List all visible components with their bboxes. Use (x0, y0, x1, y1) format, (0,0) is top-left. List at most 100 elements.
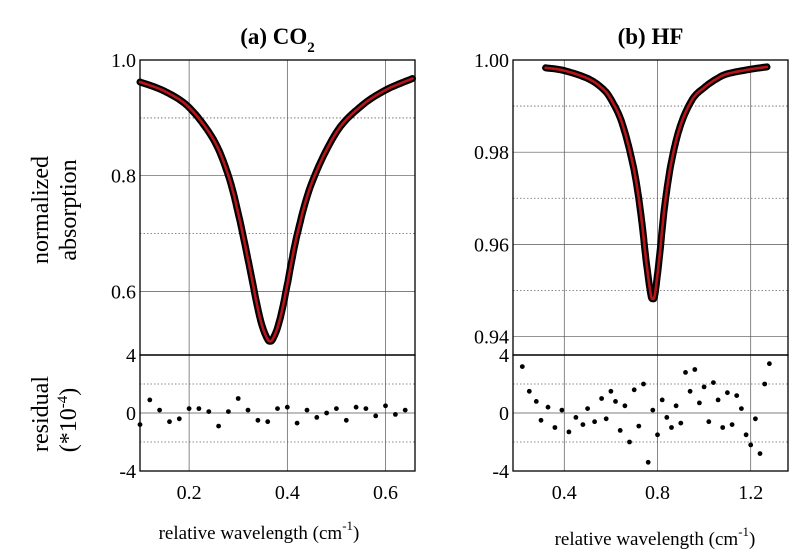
x-tick-label: 0.4 (552, 482, 577, 504)
residual-point (585, 406, 590, 411)
x-axis-label: relative wavelength (cm-1) (159, 518, 360, 544)
x-tick-label: 0.6 (373, 482, 398, 504)
x-axis-label-close: ) (749, 529, 755, 550)
residual-point (753, 416, 758, 422)
residual-point (687, 388, 693, 394)
panel-title: (a) CO2 (240, 24, 315, 56)
residual-point (235, 396, 241, 401)
residual-point (294, 420, 300, 426)
residual-point (255, 417, 261, 423)
residual-point (613, 399, 618, 404)
residual-point (559, 407, 565, 413)
residual-point (720, 425, 726, 430)
y-tick-label: 0.6 (111, 281, 136, 303)
residual-point (304, 407, 310, 413)
y-tick-label: 1.00 (474, 50, 509, 72)
residual-point (196, 406, 202, 411)
residual-point (650, 407, 656, 413)
residual-plot-frame (139, 354, 416, 472)
residual-point (363, 406, 369, 411)
residual-point (284, 404, 290, 410)
residual-point (526, 388, 532, 394)
residual-point (655, 432, 660, 438)
residual-point (533, 399, 539, 404)
residual-point (167, 419, 172, 425)
panel-title-text: (b) HF (618, 24, 684, 49)
fit-line (544, 65, 769, 301)
residual-point (186, 406, 192, 411)
measured-data-line (542, 63, 771, 303)
residual-point (566, 429, 572, 435)
residual-point (275, 406, 280, 411)
residual-point (739, 406, 744, 411)
residual-tick-label: 4 (499, 345, 509, 367)
residual-point (343, 417, 349, 423)
residual-point (206, 409, 212, 414)
residual-point (373, 413, 379, 419)
residual-point (334, 406, 339, 411)
fit-line (138, 77, 414, 343)
residual-point (725, 390, 730, 396)
residual-point (265, 419, 271, 425)
residual-point (627, 439, 632, 445)
residual-point (631, 387, 637, 393)
residual-point (545, 404, 551, 410)
residual-point (692, 367, 698, 372)
residual-axis-label-superscript: -4 (55, 395, 71, 408)
residual-point (701, 384, 707, 390)
residual-point (645, 459, 651, 465)
residual-point (641, 381, 646, 387)
panel-title-text: (a) CO (240, 24, 307, 49)
x-tick-label: 0.4 (275, 482, 300, 504)
residual-tick-label: -4 (492, 461, 509, 483)
x-axis-label-superscript: -1 (738, 524, 749, 539)
y-tick-label: 0.8 (111, 166, 136, 188)
residual-point (592, 419, 597, 425)
residual-point (147, 397, 153, 403)
residual-point (603, 416, 609, 422)
residual-point (706, 419, 712, 425)
y-tick-label: 1.0 (111, 50, 136, 72)
residual-point (683, 370, 688, 375)
residual-point (762, 381, 768, 387)
residual-point (734, 393, 740, 398)
residual-point (393, 412, 398, 417)
residual-point (673, 403, 679, 409)
residual-point (664, 415, 670, 420)
residual-point (552, 425, 558, 430)
residual-point (383, 403, 388, 409)
residual-point (636, 423, 642, 429)
residual-point (216, 423, 222, 429)
residual-point (157, 407, 163, 413)
x-tick-label: 1.2 (738, 482, 763, 504)
residual-axis-label-line: (*10 (56, 408, 82, 452)
residual-point (599, 396, 604, 401)
residual-tick-label: 0 (499, 403, 509, 425)
residual-point (678, 420, 684, 426)
x-axis-label-superscript: -1 (342, 518, 353, 533)
residual-point (622, 403, 628, 409)
residual-tick-label: 4 (126, 345, 136, 367)
panel-title-subscript: 2 (307, 40, 315, 56)
residual-plot-frame (512, 354, 789, 472)
residual-point (767, 361, 772, 367)
residual-point (353, 404, 359, 410)
residual-point (226, 409, 231, 414)
residual-tick-label: 0 (126, 403, 136, 425)
residual-point (580, 422, 586, 427)
residual-point (729, 422, 735, 427)
residual-point (757, 451, 763, 456)
residual-point (669, 425, 674, 430)
residual-point (748, 442, 754, 448)
residual-point (519, 364, 525, 369)
x-tick-label: 0.2 (177, 482, 202, 504)
y-tick-label: 0.94 (474, 327, 509, 349)
x-tick-label: 0.8 (645, 482, 670, 504)
residual-tick-label: -4 (119, 461, 136, 483)
residual-point (402, 407, 408, 413)
x-axis-label-text: relative wavelength (cm (555, 529, 739, 550)
y-axis-label: normalizedabsorption (28, 156, 82, 264)
x-axis-label: relative wavelength (cm-1) (555, 524, 756, 550)
residual-point (573, 415, 579, 420)
